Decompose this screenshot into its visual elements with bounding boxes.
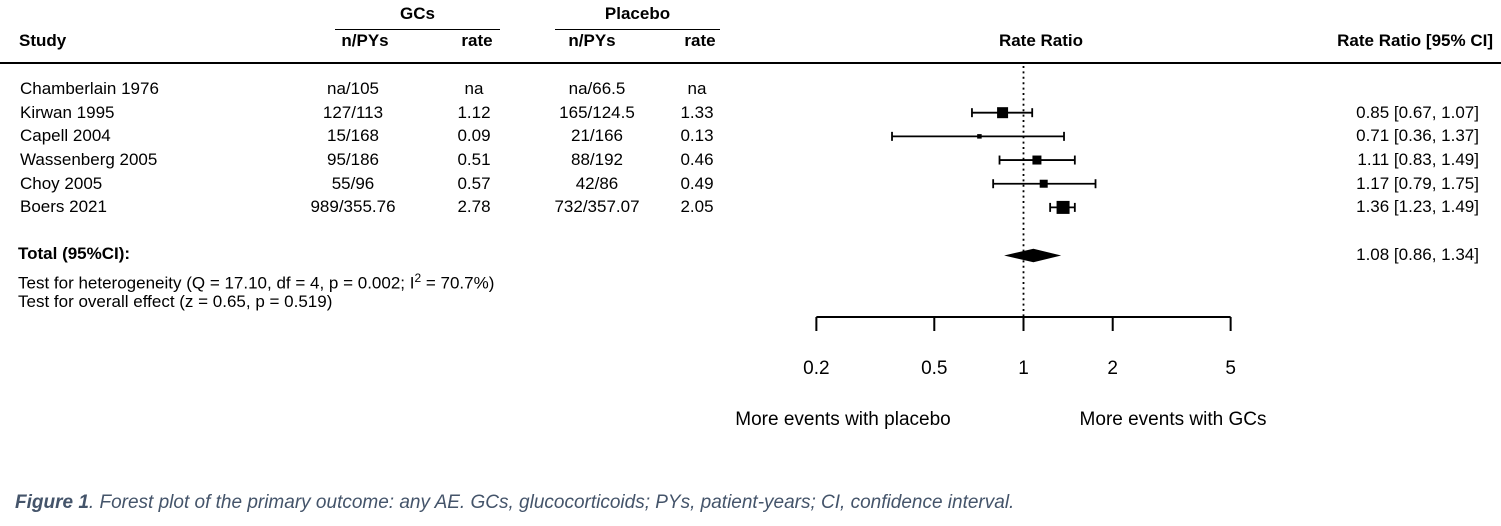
x-axis-tick-label: 0.5 (921, 358, 948, 379)
plot-title: Rate Ratio (998, 31, 1084, 50)
study-name: Wassenberg 2005 (20, 150, 158, 170)
heterogeneity-text: Test for heterogeneity (Q = 17.10, df = … (18, 273, 415, 293)
gcs-npys-value: 55/96 (331, 173, 375, 193)
x-axis-tick-label: 1 (1018, 358, 1029, 379)
placebo-group-label: Placebo (604, 4, 671, 23)
gcs-rate-value: na (464, 79, 484, 98)
axis-label-more-events-placebo: More events with placebo (735, 409, 951, 430)
placebo-npys-value: 42/86 (575, 173, 619, 193)
header-separator-rule (0, 62, 1501, 64)
point-estimate-square (1032, 155, 1042, 165)
placebo-rate-value: 2.05 (680, 197, 714, 217)
study-column-header: Study (19, 31, 67, 50)
figure-caption-number: Figure 1 (15, 492, 89, 513)
x-axis-tick-label: 2 (1107, 358, 1118, 379)
study-name: Kirwan 1995 (20, 102, 115, 122)
placebo-rate-value: 1.33 (680, 102, 714, 122)
heterogeneity-text-end: = 70.7%) (421, 273, 495, 293)
gcs-group-header: GCs (335, 3, 500, 30)
figure-caption: Figure 1. Forest plot of the primary out… (15, 491, 1014, 515)
placebo-npys-value: 88/192 (571, 150, 623, 170)
gcs-npys-value: 95/186 (327, 150, 379, 170)
point-estimate-square (1039, 179, 1048, 188)
study-name: Chamberlain 1976 (20, 79, 159, 98)
placebo-group-header: Placebo (555, 3, 720, 30)
gcs-rate-column-header: rate (461, 31, 493, 50)
heterogeneity-test-line: Test for heterogeneity (Q = 17.10, df = … (18, 268, 494, 294)
gcs-rate-value: 0.57 (457, 173, 491, 193)
total-row-label: Total (95%CI): (18, 244, 131, 263)
figure-caption-text: . Forest plot of the primary outcome: an… (88, 492, 1015, 513)
placebo-npys-column-header: n/PYs (568, 31, 616, 50)
ci-column-header: Rate Ratio [95% CI] (1337, 31, 1493, 50)
summary-diamond (1004, 248, 1062, 263)
gcs-rate-value: 0.51 (457, 150, 491, 170)
gcs-rate-value: 0.09 (457, 126, 491, 146)
placebo-rate-column-header: rate (684, 31, 716, 50)
rate-ratio-ci-value: 1.11 [0.83, 1.49] (1357, 150, 1479, 170)
gcs-npys-column-header: n/PYs (341, 31, 389, 50)
study-name: Choy 2005 (20, 173, 103, 193)
gcs-npys-value: 15/168 (327, 126, 379, 146)
rate-ratio-ci-value: 1.36 [1.23, 1.49] (1356, 197, 1479, 217)
placebo-npys-value: 732/357.07 (554, 197, 640, 217)
point-estimate-square (1056, 200, 1070, 214)
rate-ratio-ci-value: 0.85 [0.67, 1.07] (1356, 102, 1479, 122)
placebo-rate-value: 0.46 (680, 150, 714, 170)
x-axis-tick-label: 0.2 (803, 358, 830, 379)
gcs-npys-value: 127/113 (322, 102, 384, 122)
gcs-group-label: GCs (400, 4, 435, 23)
gcs-npys-value: na/105 (327, 79, 379, 98)
axis-label-more-events-gcs: More events with GCs (1079, 409, 1267, 430)
placebo-npys-value: 21/166 (571, 126, 623, 146)
total-ci-value: 1.08 [0.86, 1.34] (1356, 245, 1479, 264)
study-name: Capell 2004 (20, 126, 111, 146)
placebo-npys-value: na/66.5 (568, 79, 626, 98)
gcs-rate-value: 1.12 (457, 102, 491, 122)
point-estimate-square (977, 134, 982, 139)
x-axis-tick-label: 5 (1225, 358, 1236, 379)
heterogeneity-superscript: 2 (414, 271, 422, 285)
overall-effect-test-line: Test for overall effect (z = 0.65, p = 0… (18, 292, 333, 311)
placebo-rate-value: na (687, 79, 707, 98)
study-name: Boers 2021 (20, 197, 107, 217)
gcs-npys-value: 989/355.76 (310, 197, 396, 217)
rate-ratio-ci-value: 1.17 [0.79, 1.75] (1356, 173, 1479, 193)
gcs-rate-value: 2.78 (457, 197, 491, 217)
rate-ratio-ci-value: 0.71 [0.36, 1.37] (1356, 126, 1479, 146)
point-estimate-square (997, 107, 1009, 119)
placebo-rate-value: 0.49 (680, 173, 714, 193)
placebo-npys-value: 165/124.5 (559, 102, 635, 122)
placebo-rate-value: 0.13 (680, 126, 714, 146)
